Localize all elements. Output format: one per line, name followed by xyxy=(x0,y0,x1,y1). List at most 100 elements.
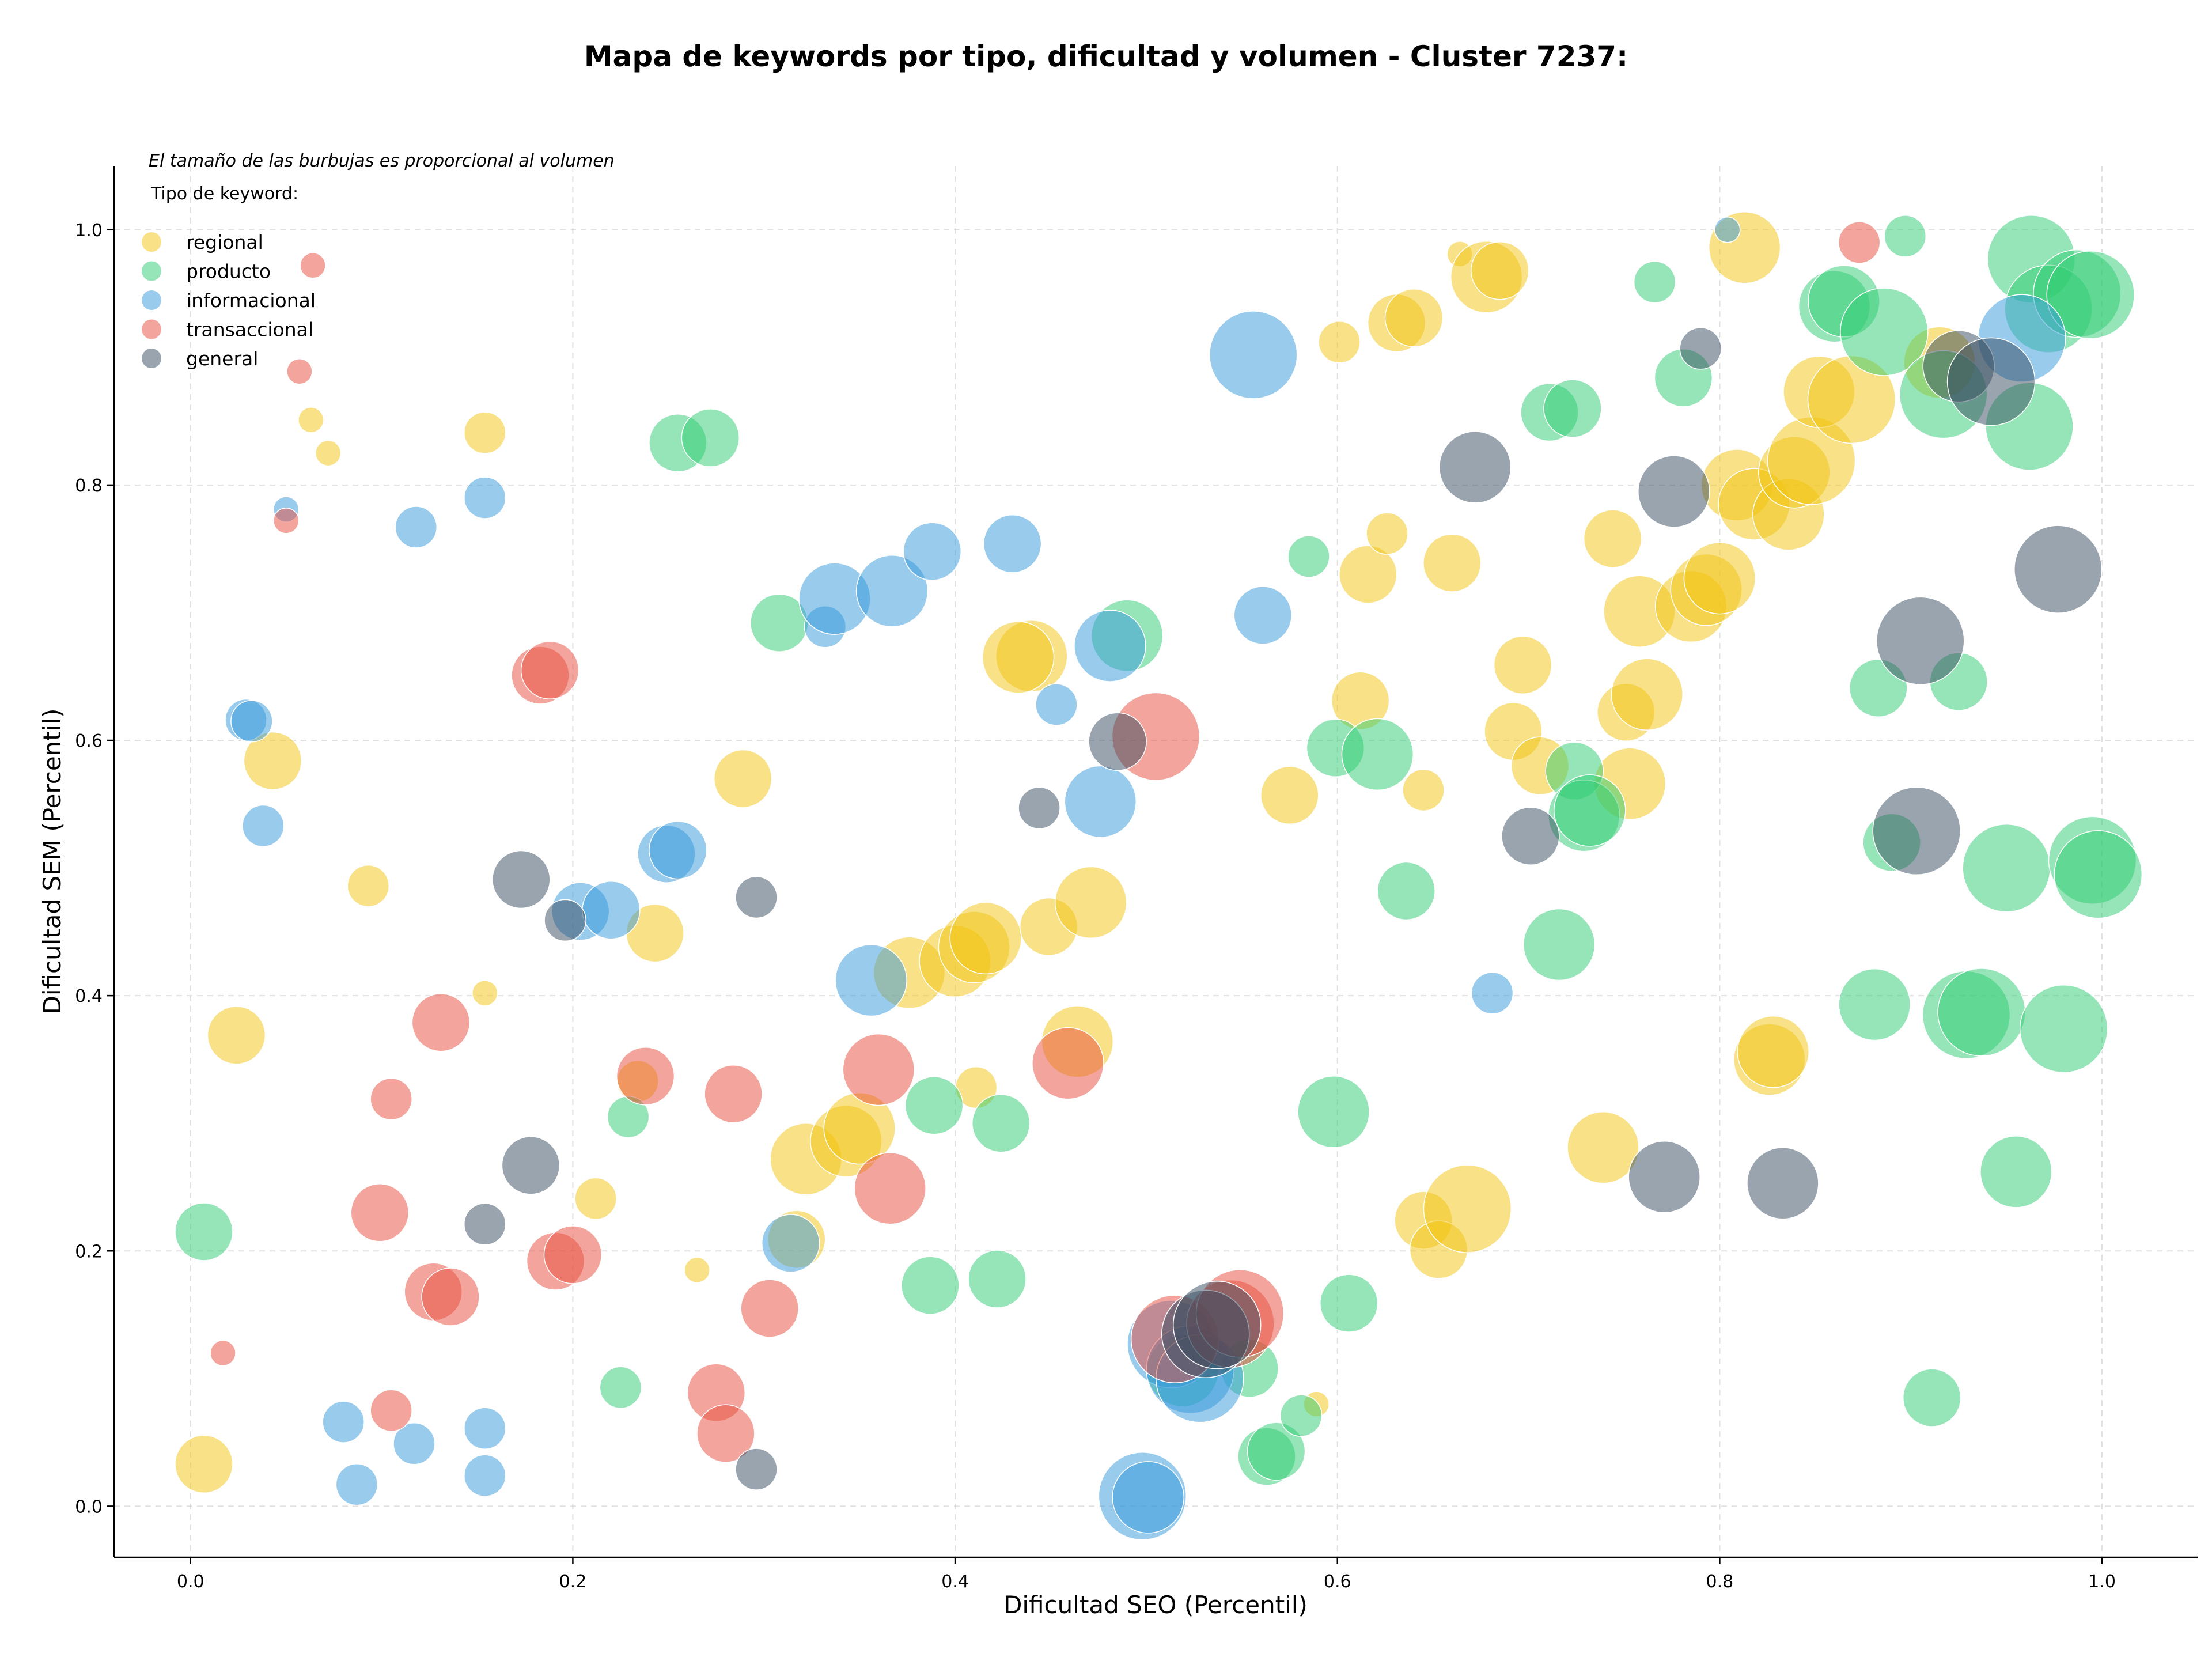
bubble-general xyxy=(1638,455,1710,528)
bubble-general xyxy=(501,1136,560,1195)
series-transaccional xyxy=(210,221,1881,1463)
bubble-general xyxy=(2014,525,2103,614)
bubble-transaccional xyxy=(740,1279,799,1338)
y-tick-label: 0.6 xyxy=(75,731,103,751)
bubble-transaccional xyxy=(1838,221,1881,264)
bubble-regional xyxy=(684,1257,710,1284)
bubble-regional xyxy=(713,749,772,808)
y-tick-label: 0.0 xyxy=(75,1497,103,1517)
bubble-informacional xyxy=(649,820,707,880)
bubble-regional xyxy=(1567,1111,1639,1184)
bubble-producto xyxy=(1341,718,1414,791)
bubble-producto xyxy=(968,1250,1027,1308)
bubble-producto xyxy=(1884,215,1927,258)
bubble-producto xyxy=(2046,251,2135,339)
bubble-informacional xyxy=(335,1463,378,1506)
chart-title: Mapa de keywords por tipo, dificultad y … xyxy=(584,40,1628,73)
legend-title: Tipo de keyword: xyxy=(150,184,298,204)
bubble-regional xyxy=(1683,542,1756,615)
bubble-transaccional xyxy=(1032,1027,1104,1100)
bubble-transaccional xyxy=(370,1389,412,1432)
legend-marker-general xyxy=(142,349,161,368)
bubble-regional xyxy=(1611,658,1684,731)
bubble-regional xyxy=(1054,866,1127,939)
bubble-regional xyxy=(243,731,302,790)
bubble-general xyxy=(1946,337,2036,426)
bubble-regional xyxy=(1423,1164,1512,1253)
bubble-transaccional xyxy=(854,1152,926,1225)
bubble-producto xyxy=(1377,861,1435,921)
bubble-producto xyxy=(901,1256,960,1315)
bubble-informacional xyxy=(582,880,641,940)
bubble-producto xyxy=(1247,1422,1306,1481)
x-tick-label: 1.0 xyxy=(2088,1572,2116,1592)
bubble-regional xyxy=(1471,241,1529,300)
x-tick-label: 0.0 xyxy=(177,1572,204,1592)
bubble-general xyxy=(1679,327,1722,370)
bubble-transaccional xyxy=(543,1225,603,1284)
bubble-regional xyxy=(464,411,506,454)
bubble-general xyxy=(1088,712,1147,771)
bubble-producto xyxy=(1838,968,1911,1041)
bubble-regional xyxy=(574,1177,617,1220)
bubble-producto xyxy=(1543,379,1602,438)
x-tick-label: 0.8 xyxy=(1706,1572,1734,1592)
bubble-producto xyxy=(2054,830,2143,919)
bubble-general xyxy=(492,850,551,909)
x-tick-label: 0.6 xyxy=(1324,1572,1351,1592)
bubble-transaccional xyxy=(696,1404,755,1463)
bubble-informacional xyxy=(1074,610,1146,682)
bubble-informacional xyxy=(464,1454,506,1497)
bubble-transaccional xyxy=(520,641,579,699)
y-tick-label: 0.2 xyxy=(75,1242,103,1262)
bubble-producto xyxy=(1297,1076,1370,1148)
bubble-informacional xyxy=(1064,765,1137,838)
bubble-regional xyxy=(982,621,1055,694)
legend: regional producto informacional transaccion… xyxy=(142,231,316,370)
bubble-producto xyxy=(1522,908,1596,981)
bubble-regional xyxy=(298,407,324,433)
bubbles xyxy=(175,211,2143,1541)
x-axis-title: Dificultad SEO (Percentil) xyxy=(1003,1591,1308,1619)
bubble-informacional xyxy=(1112,1461,1184,1534)
bubble-general xyxy=(544,899,586,942)
bubble-producto xyxy=(1633,260,1676,304)
bubble-informacional xyxy=(242,804,285,847)
bubble-general xyxy=(464,1202,506,1246)
bubble-regional xyxy=(1493,635,1552,695)
bubble-general xyxy=(735,876,778,919)
bubble-informacional xyxy=(393,1422,435,1465)
bubble-informacional xyxy=(835,944,907,1017)
bubble-regional xyxy=(472,979,498,1007)
series-general xyxy=(464,327,2103,1490)
bubble-regional xyxy=(1384,288,1444,347)
bubble-transaccional xyxy=(616,1046,675,1106)
legend-label-general: general xyxy=(186,347,258,370)
y-tick-label: 0.8 xyxy=(75,476,103,496)
bubble-transaccional xyxy=(300,252,326,279)
bubble-transaccional xyxy=(286,358,313,385)
bubble-producto xyxy=(1902,1368,1961,1427)
bubble-informacional xyxy=(464,476,506,519)
bubble-producto xyxy=(1287,535,1330,578)
bubble-transaccional xyxy=(842,1033,915,1106)
bubble-general xyxy=(1501,807,1560,865)
bubble-producto xyxy=(175,1202,233,1261)
bubble-producto xyxy=(1319,1274,1378,1333)
bubble-producto xyxy=(971,1094,1031,1153)
bubble-transaccional xyxy=(704,1064,763,1123)
bubble-informacional xyxy=(1233,586,1293,645)
bubble-regional xyxy=(1423,534,1482,592)
bubble-informacional xyxy=(322,1401,365,1443)
bubble-informacional xyxy=(1714,217,1741,243)
legend-label-transaccional: transaccional xyxy=(186,319,313,341)
bubble-regional xyxy=(1583,509,1642,568)
bubble-general xyxy=(1438,431,1512,504)
legend-label-regional: regional xyxy=(186,231,263,253)
bubble-producto xyxy=(599,1366,642,1409)
bubble-regional xyxy=(1318,321,1361,364)
bubble-producto xyxy=(1840,287,1929,376)
y-tick-label: 0.4 xyxy=(75,986,103,1007)
y-tick-label: 1.0 xyxy=(75,221,103,241)
